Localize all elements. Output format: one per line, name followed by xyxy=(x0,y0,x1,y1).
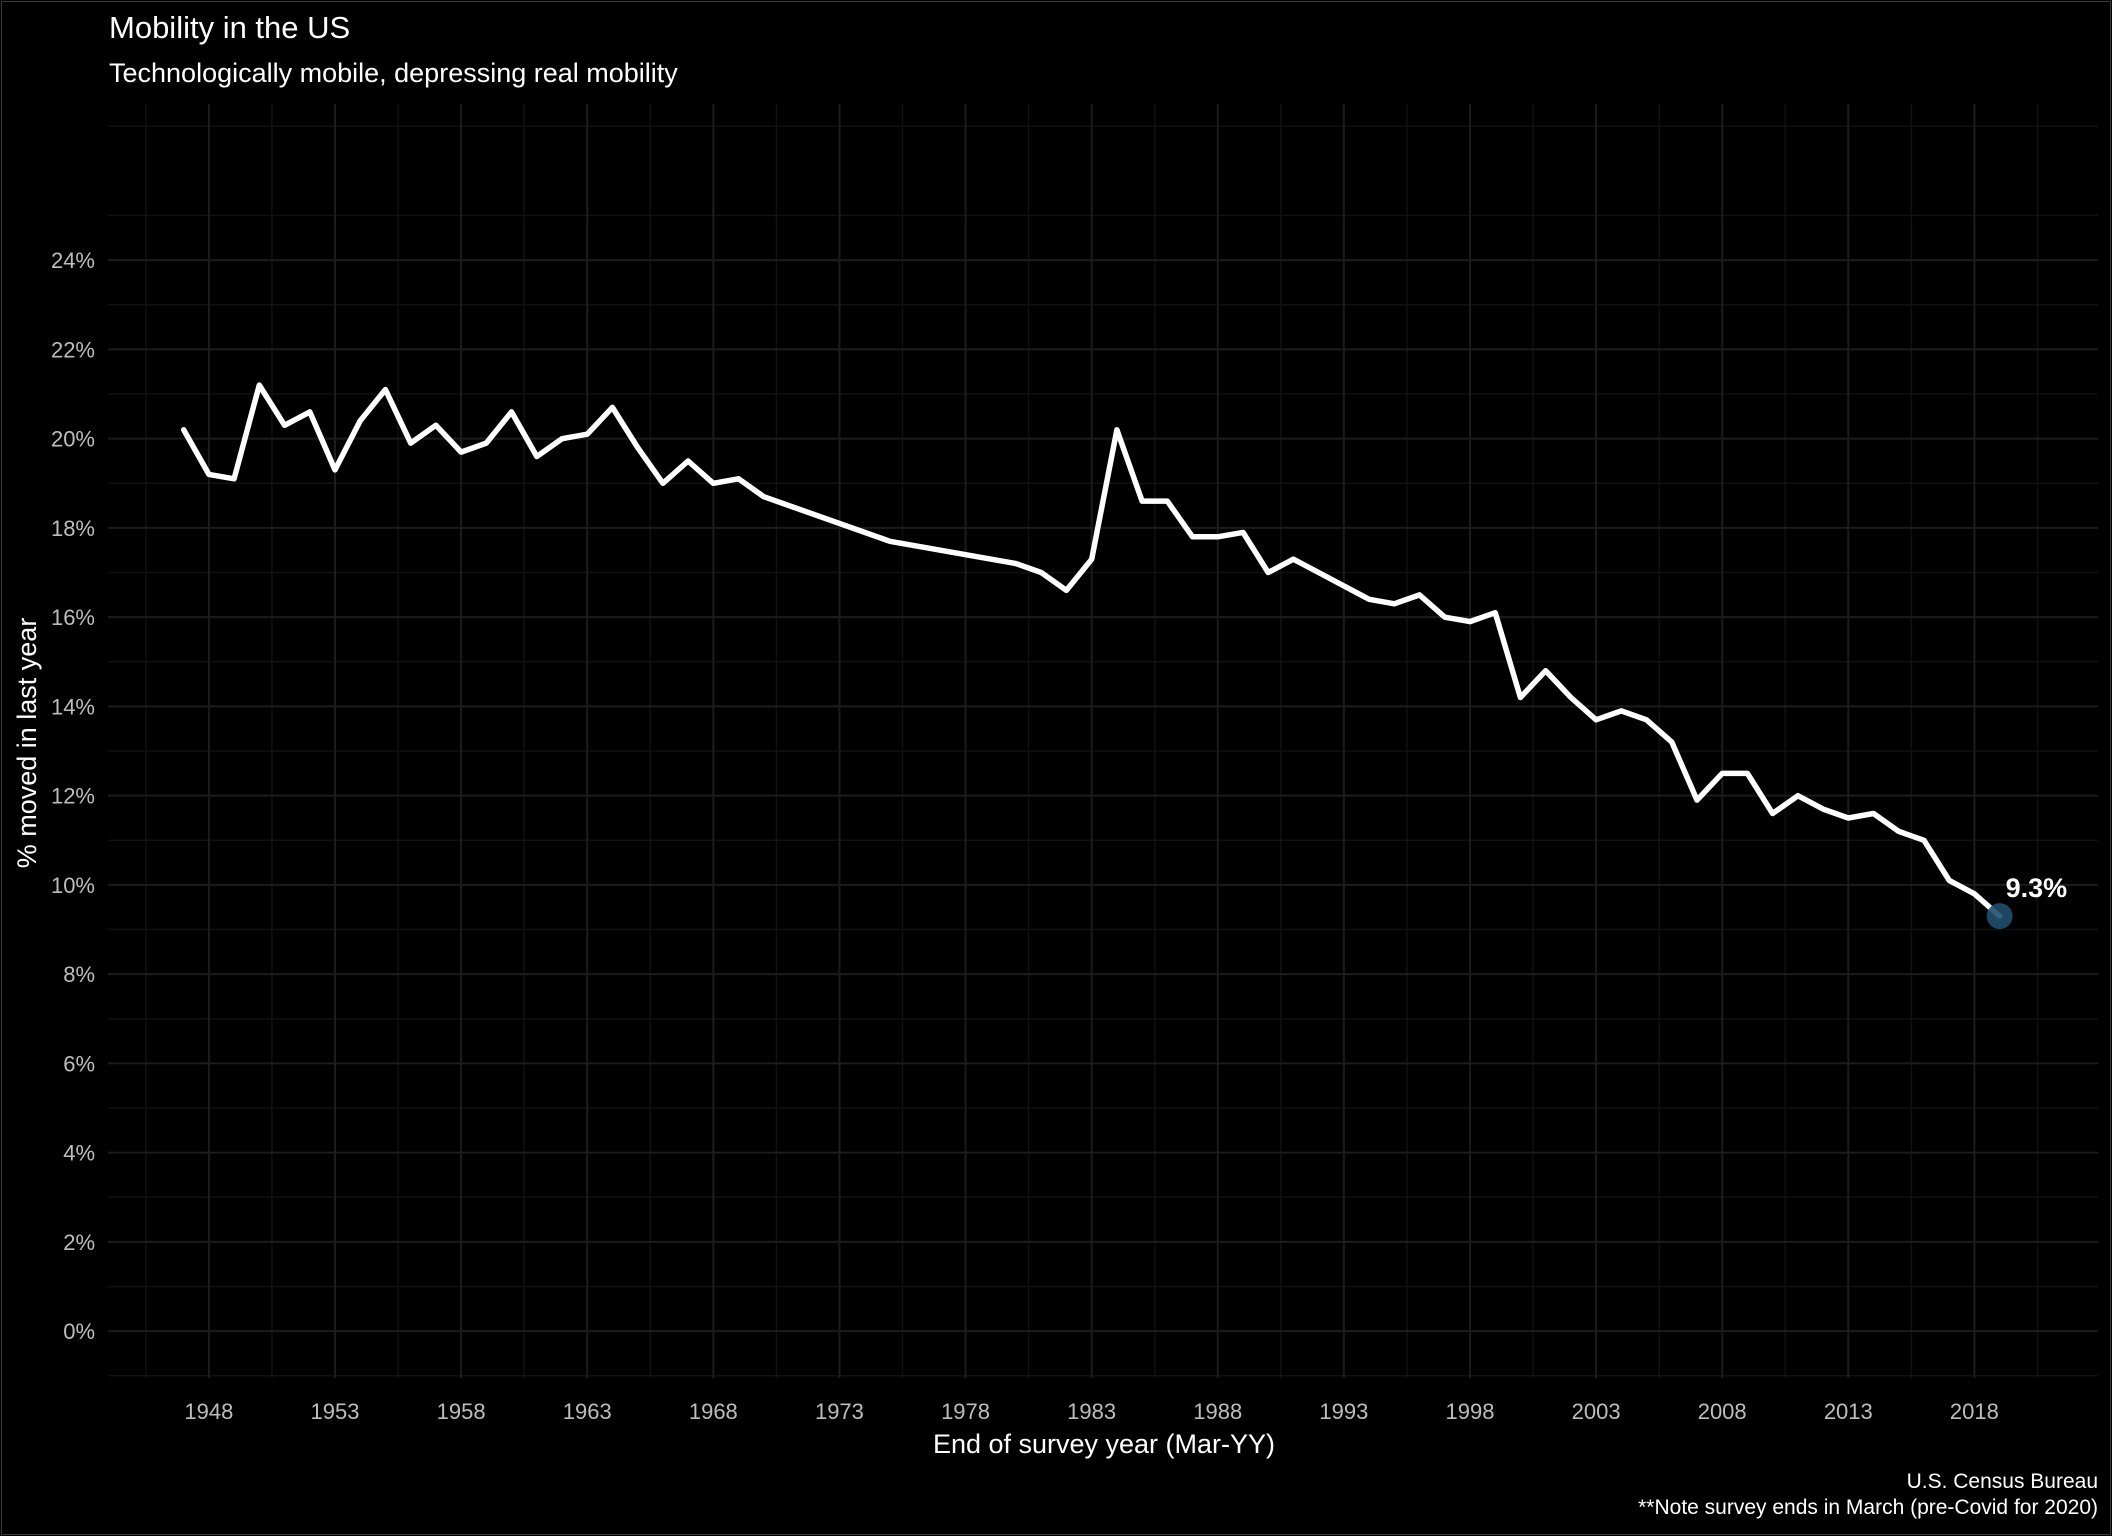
x-tick-label: 2013 xyxy=(1824,1399,1873,1424)
y-tick-label: 4% xyxy=(63,1141,95,1166)
x-tick-label: 1978 xyxy=(941,1399,990,1424)
grid-lines xyxy=(108,104,2098,1378)
x-tick-label: 1988 xyxy=(1193,1399,1242,1424)
x-tick-label: 1953 xyxy=(311,1399,360,1424)
series-layer: 9.3% xyxy=(180,382,2068,930)
y-tick-label: 10% xyxy=(51,873,95,898)
y-tick-label: 22% xyxy=(51,337,95,362)
x-tick-label: 2003 xyxy=(1572,1399,1621,1424)
x-tick-label: 1998 xyxy=(1446,1399,1495,1424)
highlight-label: 9.3% xyxy=(2006,873,2068,903)
x-axis-title: End of survey year (Mar-YY) xyxy=(933,1429,1275,1459)
x-tick-label: 1973 xyxy=(815,1399,864,1424)
y-tick-labels: 0% 2% 4% 6% 8% 10% 12% 14% 16% 18% 20% 22% 24% xyxy=(51,248,95,1344)
x-tick-label: 1963 xyxy=(563,1399,612,1424)
y-tick-label: 12% xyxy=(51,784,95,809)
y-tick-label: 24% xyxy=(51,248,95,273)
x-tick-label: 1983 xyxy=(1067,1399,1116,1424)
chart-subtitle: Technologically mobile, depressing real … xyxy=(109,58,678,88)
caption-source: U.S. Census Bureau xyxy=(1906,1470,2098,1493)
x-tick-label: 1958 xyxy=(437,1399,486,1424)
y-tick-label: 2% xyxy=(63,1230,95,1255)
caption-note: **Note survey ends in March (pre-Covid f… xyxy=(1638,1496,2098,1519)
y-tick-label: 0% xyxy=(63,1319,95,1344)
x-tick-label: 1968 xyxy=(689,1399,738,1424)
x-tick-label: 2018 xyxy=(1950,1399,1999,1424)
y-tick-label: 18% xyxy=(51,516,95,541)
series-line xyxy=(180,382,2003,919)
y-axis-title: % moved in last year xyxy=(12,618,42,869)
x-tick-labels: 1948 1953 1958 1963 1968 1973 1978 1983 1988 1993… xyxy=(184,1399,1998,1424)
y-tick-label: 16% xyxy=(51,605,95,630)
y-tick-label: 6% xyxy=(63,1051,95,1076)
x-tick-label: 1993 xyxy=(1319,1399,1368,1424)
y-tick-label: 14% xyxy=(51,694,95,719)
x-tick-label: 2008 xyxy=(1698,1399,1747,1424)
y-tick-label: 8% xyxy=(63,962,95,987)
chart-title: Mobility in the US xyxy=(109,10,351,45)
x-tick-label: 1948 xyxy=(184,1399,233,1424)
y-tick-label: 20% xyxy=(51,427,95,452)
highlight-point xyxy=(1986,903,2013,930)
